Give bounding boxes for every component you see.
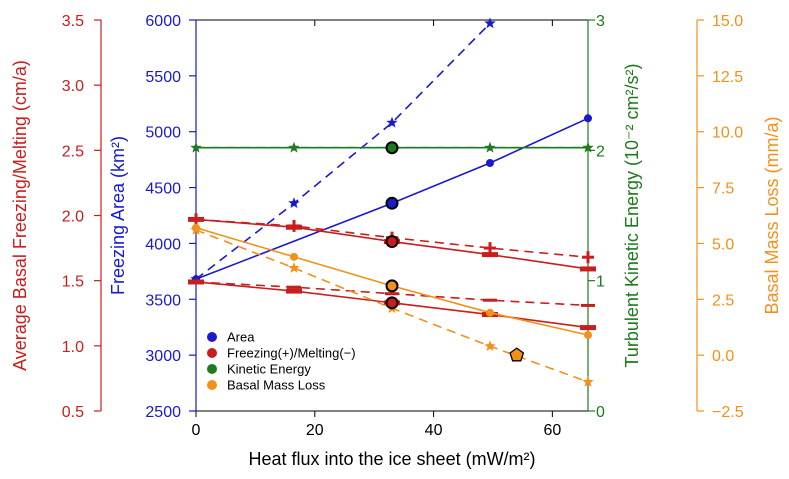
data-point-area_dash xyxy=(288,197,300,209)
data-point-freeze_b_dash xyxy=(483,298,497,302)
ke-axis-label: Turbulent Kinetic Energy (10⁻² cm²/s²) xyxy=(622,64,642,368)
highlight-layer xyxy=(385,141,525,362)
area-axis: 2500 3000 3500 4000 4500 5000 5500 6000 Freezing… xyxy=(108,13,197,421)
freeze-tick-label: 1.0 xyxy=(62,339,84,356)
bml-tick-label: 10.0 xyxy=(712,125,743,142)
series-freeze_b_dash xyxy=(189,280,595,307)
data-point-bml_dash xyxy=(582,375,594,387)
legend-label: Basal Mass Loss xyxy=(227,378,326,393)
x-tick-label: 0 xyxy=(192,422,201,439)
bml-axis: −2.5 0.0 2.5 5.0 7.5 10.0 12.5 15.0 Basal Mass L… xyxy=(696,13,782,421)
data-point-bml_solid xyxy=(290,252,298,261)
legend-swatch xyxy=(207,364,217,374)
area-tick-label: 3500 xyxy=(145,292,181,309)
area-tick-label: 2500 xyxy=(145,404,181,421)
highlight-point xyxy=(385,296,399,310)
data-point-freeze_b_dash xyxy=(287,285,301,289)
ke-axis: 0 1 2 3 Turbulent Kinetic Energy (10⁻² cm²/s… xyxy=(587,13,642,421)
highlight-point xyxy=(385,235,399,249)
ke-tick-label: 3 xyxy=(596,13,605,30)
data-point-freeze_a_dash xyxy=(288,219,300,232)
data-point-area_solid xyxy=(486,158,494,167)
data-point-area_dash xyxy=(386,116,398,128)
data-point-freeze_a_dash xyxy=(484,242,496,255)
freeze-tick-label: 2.5 xyxy=(62,143,84,160)
highlight-pentagon xyxy=(509,347,525,362)
x-tick-label: 60 xyxy=(543,422,561,439)
legend-label: Area xyxy=(227,330,255,345)
legend-swatch xyxy=(207,332,217,342)
data-point-freeze_b_dash xyxy=(189,280,203,284)
data-point-freeze_b_dash xyxy=(385,292,399,296)
data-point-freeze_a_dash xyxy=(582,251,594,264)
data-point-bml_solid xyxy=(584,331,592,340)
data-point-freeze_b_solid xyxy=(286,288,302,294)
bml-tick-label: 0.0 xyxy=(712,348,734,365)
area-tick-label: 6000 xyxy=(145,13,181,30)
data-point-area_dash xyxy=(484,17,496,29)
highlight-point xyxy=(385,196,399,210)
ke-tick-label: 2 xyxy=(596,143,605,160)
data-point-bml_dash xyxy=(484,340,496,352)
series-line-area_dash xyxy=(195,22,491,280)
area-tick-label: 5500 xyxy=(145,69,181,86)
bml-axis-label: Basal Mass Loss (mm/a) xyxy=(762,116,782,314)
data-point-bml_dash xyxy=(288,262,300,273)
freeze-tick-label: 2.0 xyxy=(62,209,84,226)
series-area_dash xyxy=(190,17,496,285)
bml-tick-label: 7.5 xyxy=(712,181,734,198)
ke-tick-label: 0 xyxy=(596,404,605,421)
area-tick-label: 5000 xyxy=(145,125,181,142)
highlight-point xyxy=(385,141,399,155)
highlight-point xyxy=(385,279,399,293)
data-point-bml_solid xyxy=(486,308,494,317)
bml-tick-label: 2.5 xyxy=(712,292,734,309)
series-line-area_solid xyxy=(195,117,589,280)
data-point-freeze_a_solid xyxy=(580,266,596,272)
area-tick-label: 4000 xyxy=(145,236,181,253)
data-point-freeze_b_dash xyxy=(581,303,595,307)
data-point-freeze_a_dash xyxy=(190,213,202,226)
data-point-bml_dash xyxy=(190,224,202,235)
area-axis-label: Freezing Area (km²) xyxy=(108,136,128,295)
freeze-axis: 0.5 1.0 1.5 2.0 2.5 3.0 3.5 Average Basal Freez… xyxy=(10,13,102,421)
freeze-tick-label: 1.5 xyxy=(62,274,84,291)
bml-tick-label: 15.0 xyxy=(712,13,743,30)
legend-swatch xyxy=(207,380,217,390)
freeze-tick-label: 0.5 xyxy=(62,404,84,421)
freeze-tick-label: 3.0 xyxy=(62,78,84,95)
ke-tick-label: 1 xyxy=(596,274,605,291)
data-point-freeze_a_solid xyxy=(482,252,498,258)
x-axis-label: Heat flux into the ice sheet (mW/m²) xyxy=(248,449,535,469)
x-axis: 0 20 40 60 Heat flux into the ice sheet (mW/… xyxy=(192,20,561,469)
area-tick-label: 4500 xyxy=(145,181,181,198)
data-point-freeze_b_solid xyxy=(580,325,596,331)
legend-label: Freezing(+)/Melting(−) xyxy=(227,346,356,361)
bml-tick-label: 12.5 xyxy=(712,69,743,86)
freeze-tick-label: 3.5 xyxy=(62,13,84,30)
bml-tick-label: −2.5 xyxy=(712,404,744,421)
legend-label: Kinetic Energy xyxy=(227,362,311,377)
x-tick-label: 20 xyxy=(306,422,324,439)
x-tick-label: 40 xyxy=(425,422,443,439)
bml-tick-label: 5.0 xyxy=(712,236,734,253)
legend-swatch xyxy=(207,348,217,358)
data-point-area_solid xyxy=(584,114,592,123)
freeze-axis-label: Average Basal Freezing/Melting (cm/a) xyxy=(10,60,30,371)
area-tick-label: 3000 xyxy=(145,348,181,365)
data-point-area_dash xyxy=(190,273,202,285)
